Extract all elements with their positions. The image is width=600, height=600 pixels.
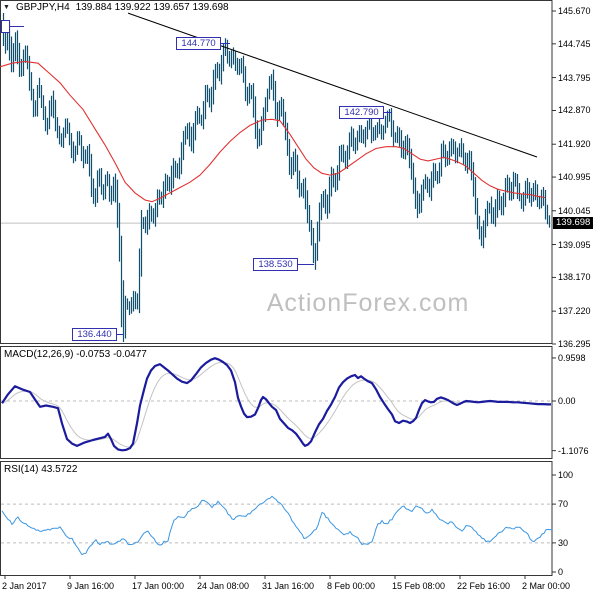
macd-line (1, 357, 551, 452)
current-price-tag: 139.698 (553, 217, 594, 230)
date-axis-label: 15 Feb 08:00 (392, 581, 446, 591)
macd-indicator-label: MACD(12,26,9) -0.0753 -0.0477 (4, 349, 147, 360)
price-axis-label: 138.170 (558, 272, 591, 283)
moving-average-line (0, 60, 546, 203)
date-axis-label: 9 Jan 16:00 (67, 581, 115, 591)
date-axis-label: 2 Mar 00:00 (522, 581, 571, 591)
price-axis-label: 139.095 (558, 239, 591, 250)
date-axis-label: 31 Jan 16:00 (262, 581, 315, 591)
price-axis-label: 143.795 (558, 72, 591, 83)
price-axis-label: 140.045 (558, 205, 591, 216)
macd-signal-line (1, 361, 552, 448)
symbol-dropdown-icon[interactable]: ▼ (3, 3, 10, 11)
rsi-indicator-label: RSI(14) 43.5722 (4, 464, 78, 475)
rsi-axis-label: 30 (558, 537, 569, 548)
macd-axis-label: 0.00 (558, 396, 576, 406)
rsi-axis-label: 70 (558, 499, 569, 510)
date-axis-label: 17 Jan 00:00 (132, 581, 185, 591)
clipped-price-label (1, 19, 10, 33)
price-flag-label: 136.440 (72, 327, 117, 341)
rsi-axis-label: 100 (558, 470, 574, 480)
rsi-line (1, 495, 553, 556)
price-flag-label: 142.790 (339, 105, 384, 119)
price-flag-label: 144.770 (176, 36, 221, 50)
price-axis-label: 137.220 (558, 306, 591, 317)
chart-title: ▼ GBPJPY,H4 139.884 139.922 139.657 139.… (3, 2, 229, 13)
watermark: ActionForex.com (266, 289, 470, 317)
date-axis-label: 2 Jan 2017 (2, 581, 47, 591)
date-axis-label: 24 Jan 08:00 (197, 581, 250, 591)
price-axis-label: 144.745 (558, 38, 591, 49)
price-axis-label: 141.920 (558, 139, 591, 150)
date-axis-label: 22 Feb 16:00 (457, 581, 511, 591)
symbol-period-label: GBPJPY,H4 (15, 2, 70, 13)
pane-border (0, 346, 553, 459)
rsi-axis-label: 0 (558, 567, 564, 577)
date-axis-label: 8 Feb 00:00 (327, 581, 376, 591)
macd-axis-label: 0.9598 (558, 352, 586, 363)
trendline (127, 12, 538, 158)
price-axis-label: 142.870 (558, 105, 591, 116)
ohlc-values: 139.884 139.922 139.657 139.698 (75, 2, 229, 13)
price-flag-label: 138.530 (253, 257, 298, 271)
pane-border (0, 461, 553, 576)
price-axis-label: 140.995 (558, 172, 591, 183)
price-axis-label: 145.670 (558, 6, 591, 16)
price-axis-label: 136.295 (558, 339, 591, 349)
macd-axis-label: -1.1076 (558, 445, 589, 456)
